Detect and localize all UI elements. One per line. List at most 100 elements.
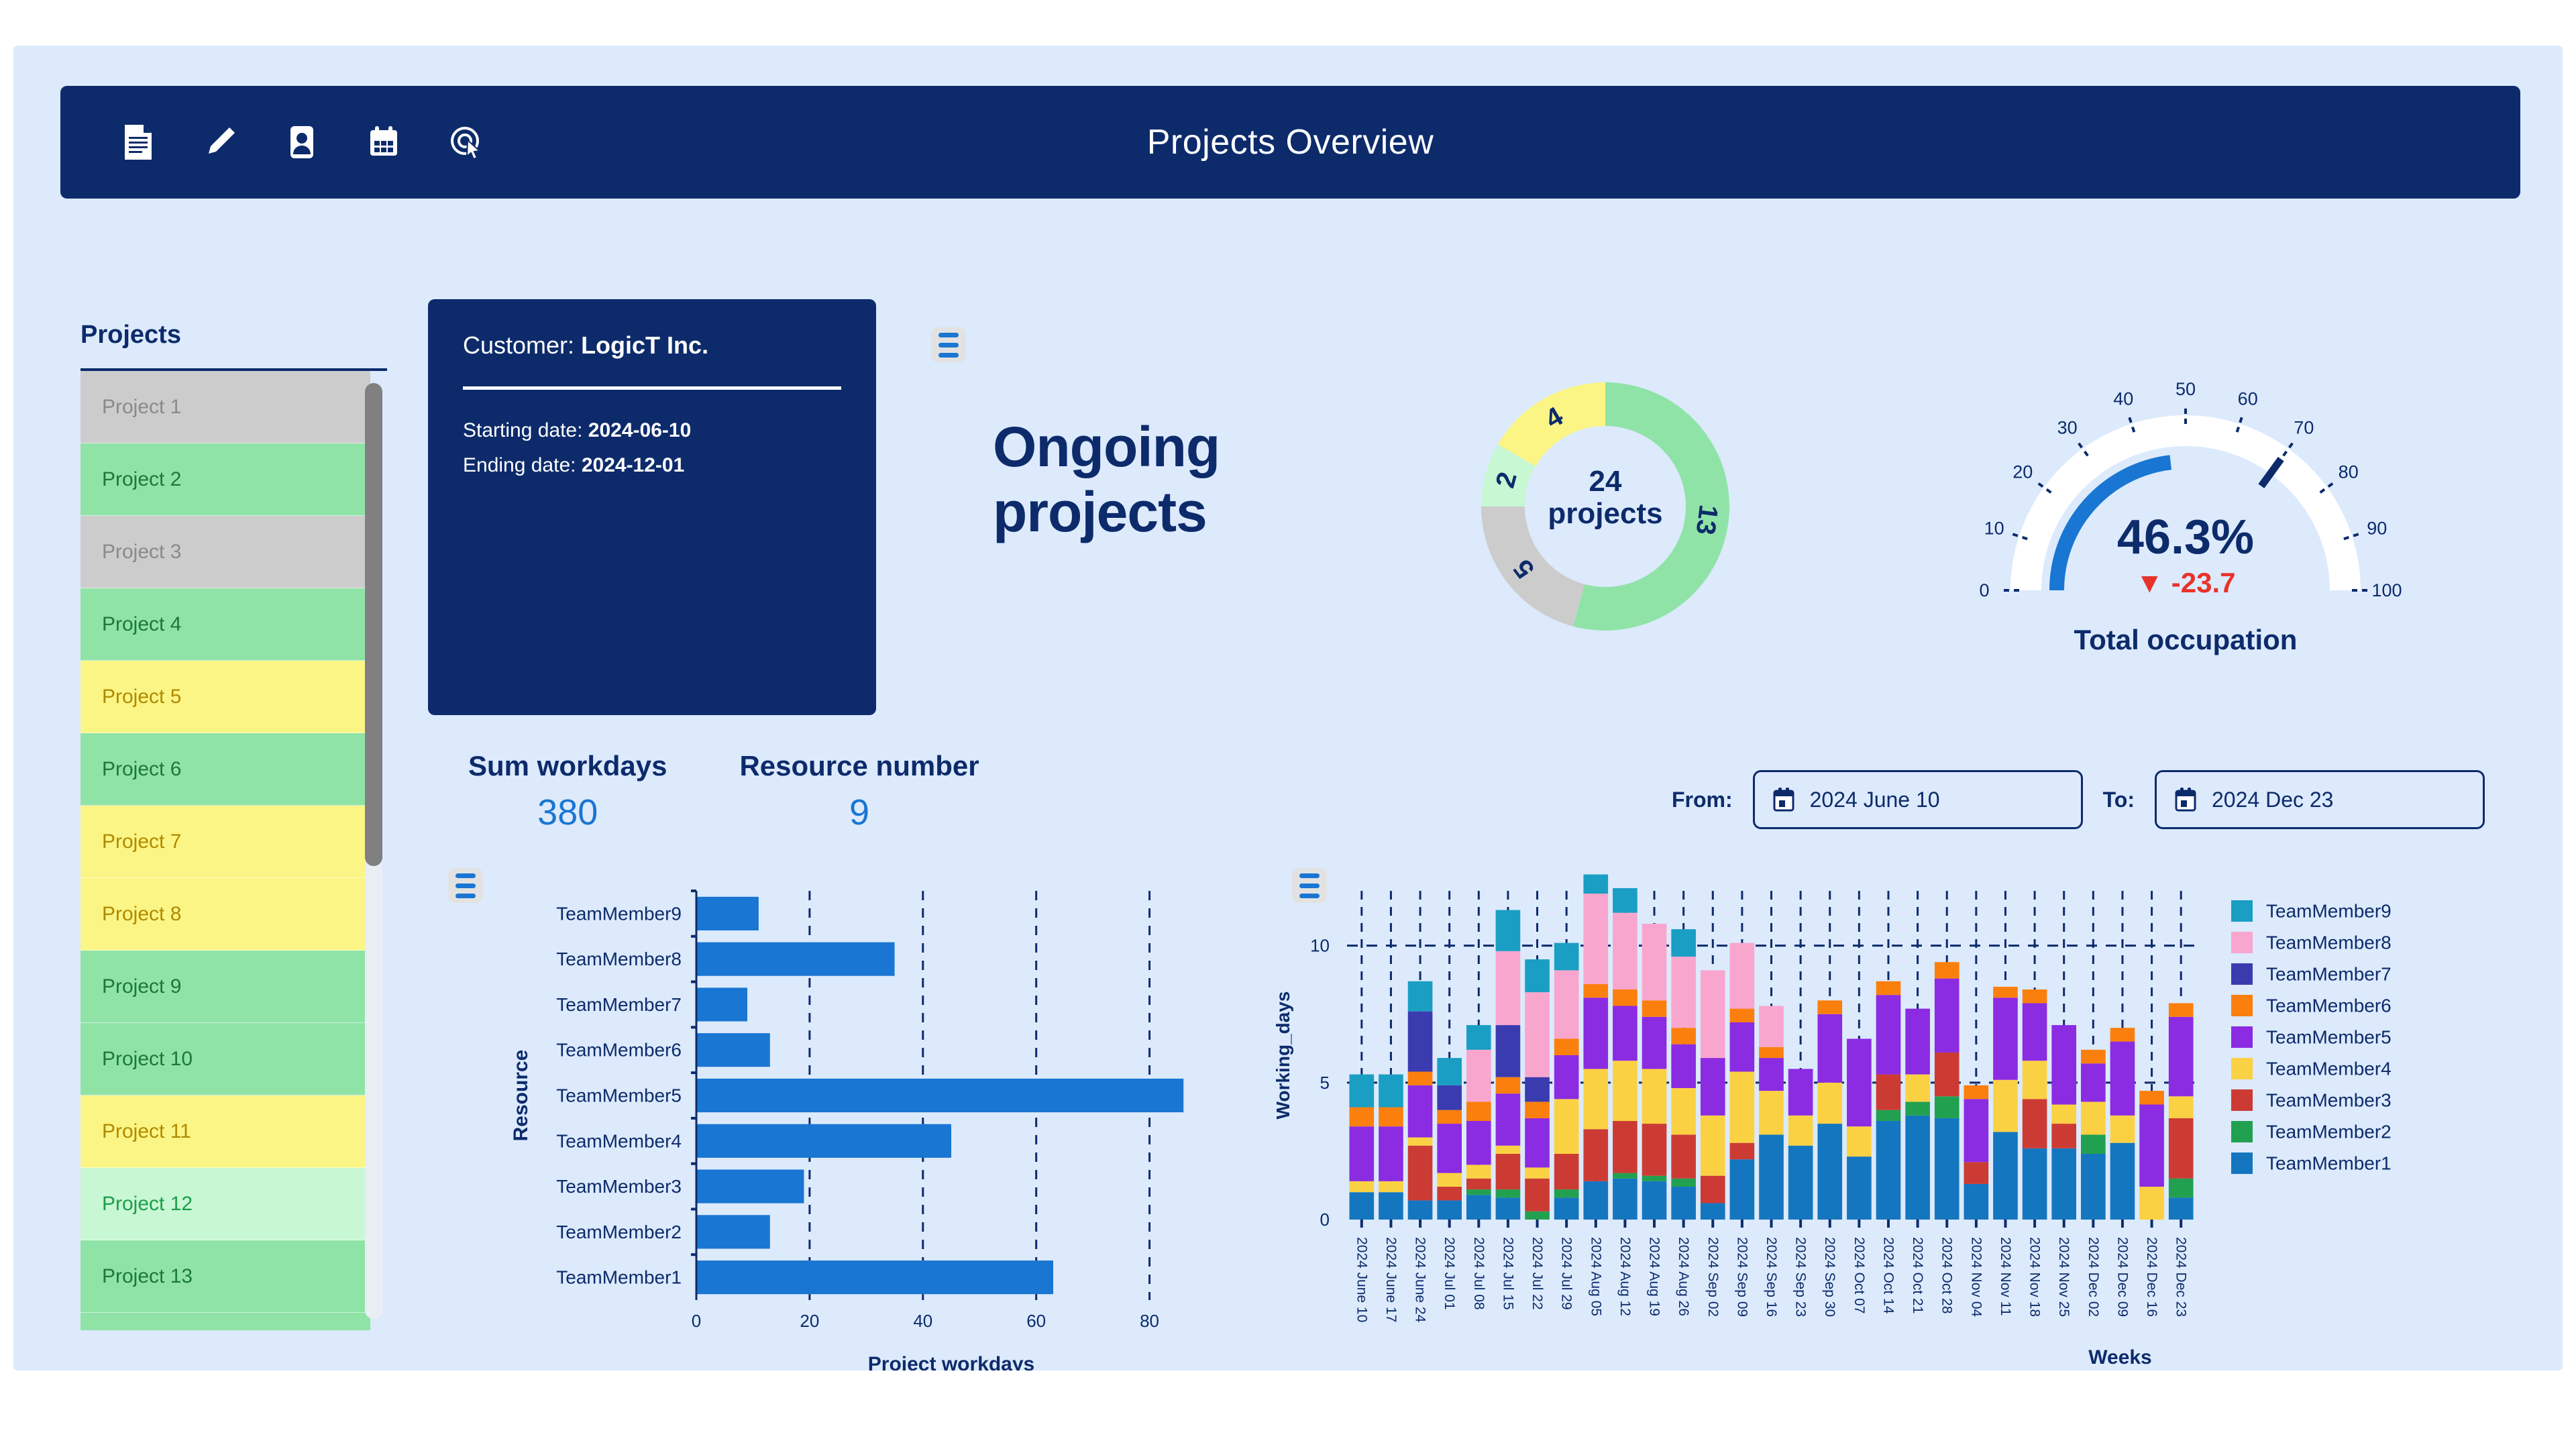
stacked-bar-segment[interactable] bbox=[1437, 1085, 1462, 1110]
stacked-bar-segment[interactable] bbox=[1437, 1058, 1462, 1085]
stacked-bar-segment[interactable] bbox=[1554, 1197, 1579, 1220]
stacked-bar-segment[interactable] bbox=[2168, 1096, 2194, 1118]
stacked-bar-segment[interactable] bbox=[1847, 1157, 1872, 1220]
stacked-bar-segment[interactable] bbox=[1407, 1071, 1433, 1085]
stacked-bar-segment[interactable] bbox=[1495, 1145, 1521, 1154]
stacked-bar-segment[interactable] bbox=[1525, 959, 1550, 993]
sidebar-item-project-11[interactable]: Project 11 bbox=[80, 1095, 370, 1168]
stacked-bar-segment[interactable] bbox=[1437, 1110, 1462, 1124]
stacked-bar-segment[interactable] bbox=[2110, 1142, 2135, 1220]
stacked-bar-segment[interactable] bbox=[1964, 1162, 1989, 1184]
stacked-bar-segment[interactable] bbox=[1495, 1189, 1521, 1198]
stacked-bar-segment[interactable] bbox=[1905, 1008, 1930, 1075]
stacked-bar-segment[interactable] bbox=[2139, 1091, 2164, 1105]
stacked-bar-segment[interactable] bbox=[2081, 1063, 2106, 1102]
stacked-bar-segment[interactable] bbox=[1876, 995, 1901, 1075]
sidebar-item-project-3[interactable]: Project 3 bbox=[80, 516, 370, 588]
stacked-bar-segment[interactable] bbox=[1788, 1115, 1813, 1146]
stacked-bar-segment[interactable] bbox=[1525, 1211, 1550, 1220]
donut-slice[interactable] bbox=[1481, 444, 1536, 507]
pencil-icon[interactable] bbox=[201, 123, 239, 161]
stacked-bar-segment[interactable] bbox=[1642, 1181, 1667, 1220]
sidebar-item-project-2[interactable]: Project 2 bbox=[80, 443, 370, 516]
stacked-bar-segment[interactable] bbox=[1876, 1121, 1901, 1220]
bar[interactable] bbox=[696, 1078, 1184, 1113]
stacked-bar-segment[interactable] bbox=[1349, 1107, 1375, 1127]
stacked-bar-segment[interactable] bbox=[1964, 1183, 1989, 1220]
stacked-bar-segment[interactable] bbox=[1407, 1085, 1433, 1138]
stacked-bar-segment[interactable] bbox=[1525, 1102, 1550, 1118]
stacked-bar-segment[interactable] bbox=[1583, 1129, 1609, 1181]
stacked-bar-segment[interactable] bbox=[2081, 1154, 2106, 1220]
document-icon[interactable] bbox=[119, 123, 157, 161]
donut-slice[interactable] bbox=[1481, 506, 1585, 627]
donut-slice[interactable] bbox=[1573, 382, 1729, 631]
stacked-bar-segment[interactable] bbox=[1964, 1085, 1989, 1099]
sidebar-item-project-8[interactable]: Project 8 bbox=[80, 878, 370, 951]
legend-label[interactable]: TeamMember7 bbox=[2266, 964, 2392, 985]
stacked-bar-segment[interactable] bbox=[1642, 1016, 1667, 1069]
stacked-bar-segment[interactable] bbox=[1642, 1175, 1667, 1181]
stacked-bar-segment[interactable] bbox=[1671, 1187, 1696, 1220]
legend-label[interactable]: TeamMember2 bbox=[2266, 1122, 2392, 1142]
stacked-bar-segment[interactable] bbox=[1613, 1121, 1638, 1173]
stacked-bar-segment[interactable] bbox=[1993, 1132, 2018, 1220]
contact-card-icon[interactable] bbox=[283, 123, 321, 161]
stacked-bar-segment[interactable] bbox=[1495, 1093, 1521, 1146]
legend-label[interactable]: TeamMember9 bbox=[2266, 901, 2392, 922]
legend-label[interactable]: TeamMember5 bbox=[2266, 1027, 2392, 1048]
stacked-bar-segment[interactable] bbox=[1729, 943, 1755, 1009]
stacked-bar-segment[interactable] bbox=[1495, 951, 1521, 1026]
stacked-bar-segment[interactable] bbox=[1437, 1187, 1462, 1201]
stacked-bar-segment[interactable] bbox=[1934, 962, 1960, 979]
stacked-bar-segment[interactable] bbox=[1613, 888, 1638, 913]
stacked-bar-segment[interactable] bbox=[1495, 1077, 1521, 1094]
stacked-bar-segment[interactable] bbox=[1495, 1025, 1521, 1077]
sidebar-item-project-1[interactable]: Project 1 bbox=[80, 371, 370, 443]
stackchart-menu-icon[interactable] bbox=[1292, 868, 1327, 903]
stacked-bar-segment[interactable] bbox=[1729, 1022, 1755, 1072]
stacked-bar-segment[interactable] bbox=[1876, 1110, 1901, 1121]
bar[interactable] bbox=[696, 1260, 1053, 1295]
stacked-bar-segment[interactable] bbox=[1495, 1154, 1521, 1190]
bar[interactable] bbox=[696, 1124, 951, 1158]
stacked-bar-segment[interactable] bbox=[1642, 1000, 1667, 1017]
stacked-bar-segment[interactable] bbox=[1642, 1124, 1667, 1176]
stacked-bar-segment[interactable] bbox=[1407, 981, 1433, 1012]
stacked-bar-segment[interactable] bbox=[1817, 1124, 1843, 1220]
stacked-bar-segment[interactable] bbox=[1407, 1145, 1433, 1201]
bar[interactable] bbox=[696, 987, 747, 1022]
bar[interactable] bbox=[696, 896, 759, 930]
stacked-bar-segment[interactable] bbox=[1613, 989, 1638, 1006]
stacked-bar-segment[interactable] bbox=[1905, 1102, 1930, 1116]
stacked-bar-segment[interactable] bbox=[1379, 1074, 1403, 1108]
stacked-bar-segment[interactable] bbox=[1437, 1124, 1462, 1173]
sidebar-item-project-12[interactable]: Project 12 bbox=[80, 1168, 370, 1240]
stacked-bar-segment[interactable] bbox=[1671, 957, 1696, 1028]
legend-label[interactable]: TeamMember3 bbox=[2266, 1090, 2392, 1111]
sidebar-item-project-5[interactable]: Project 5 bbox=[80, 661, 370, 733]
sidebar-item-project-6[interactable]: Project 6 bbox=[80, 733, 370, 806]
stacked-bar-segment[interactable] bbox=[1613, 1178, 1638, 1220]
stacked-bar-segment[interactable] bbox=[1993, 986, 2018, 998]
stacked-bar-segment[interactable] bbox=[1495, 910, 1521, 951]
stacked-bar-segment[interactable] bbox=[1554, 1038, 1579, 1056]
stacked-bar-segment[interactable] bbox=[2051, 1104, 2077, 1124]
stacked-bar-segment[interactable] bbox=[1554, 970, 1579, 1039]
stacked-bar-segment[interactable] bbox=[2081, 1049, 2106, 1064]
stacked-bar-segment[interactable] bbox=[1671, 1134, 1696, 1179]
stacked-bar-segment[interactable] bbox=[1759, 1091, 1784, 1135]
stacked-bar-segment[interactable] bbox=[1729, 1008, 1755, 1022]
stacked-bar-segment[interactable] bbox=[1554, 1099, 1579, 1154]
from-date-input[interactable]: 2024 June 10 bbox=[1752, 770, 2083, 829]
stacked-bar-segment[interactable] bbox=[2022, 1099, 2047, 1148]
calendar-icon[interactable] bbox=[365, 123, 402, 161]
bar[interactable] bbox=[696, 942, 895, 976]
stacked-bar-segment[interactable] bbox=[2022, 989, 2047, 1004]
stacked-bar-segment[interactable] bbox=[1379, 1192, 1403, 1220]
stacked-bar-segment[interactable] bbox=[2139, 1104, 2164, 1187]
stacked-bar-segment[interactable] bbox=[1759, 1006, 1784, 1047]
stacked-bar-segment[interactable] bbox=[1437, 1200, 1462, 1220]
stacked-bar-segment[interactable] bbox=[1613, 1173, 1638, 1179]
stacked-bar-segment[interactable] bbox=[1466, 1049, 1491, 1102]
